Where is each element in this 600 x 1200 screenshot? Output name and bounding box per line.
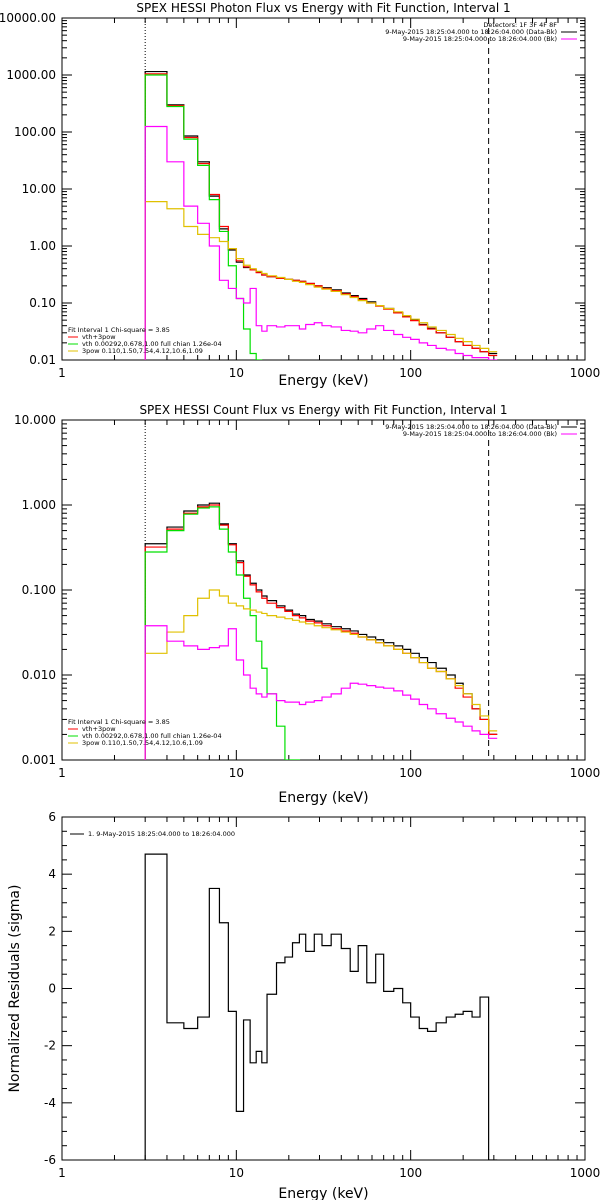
y-axis-label: Normalized Residuals (sigma) [7, 885, 23, 1093]
series-vth [144, 74, 263, 360]
y-tick-label: 0.100 [22, 583, 56, 597]
y-tick-label: 10000.00 [0, 11, 56, 25]
y-tick-label: 0.10 [29, 296, 56, 310]
series-bk [144, 625, 498, 760]
x-tick-label: 100 [399, 366, 422, 380]
y-tick-label: 0.01 [29, 353, 56, 367]
y-tick-label: -6 [44, 1153, 56, 1167]
legend-tr-entry: 9-May-2015 18:25:04.000 to 18:26:04.000 … [385, 28, 557, 36]
y-tick-label: -4 [44, 1096, 56, 1110]
x-tick-label: 1 [58, 366, 66, 380]
legend-tr-entry: 9-May-2015 18:25:04.000 to 18:26:04.000 … [403, 430, 557, 438]
y-tick-label: 0 [48, 982, 56, 996]
legend-bl-entry: vth+3pow [82, 725, 116, 733]
legend-bl-entry: vth 0.00292,0.678,1.00 full chian 1.26e-… [82, 340, 222, 348]
legend-bl-entry: 3pow 0.110,1.50,7.54,4.12,10.6,1.09 [82, 347, 203, 355]
plot-frame [61, 419, 586, 761]
chart-title: SPEX HESSI Count Flux vs Energy with Fit… [139, 403, 507, 417]
series-3pow [144, 589, 498, 760]
y-tick-label: 1000.00 [6, 68, 56, 82]
y-tick-label: 10.000 [14, 413, 56, 427]
legend-bl-entry: vth+3pow [82, 333, 116, 341]
x-tick-label: 100 [399, 766, 422, 780]
plot-frame [61, 17, 586, 361]
x-tick-label: 1000 [570, 766, 600, 780]
legend-bl-entry: vth 0.00292,0.678,1.00 full chian 1.26e-… [82, 732, 222, 740]
x-tick-label: 10 [229, 366, 244, 380]
y-tick-label: 1.00 [29, 239, 56, 253]
chart-panel-2: SPEX HESSI Count Flux vs Energy with Fit… [14, 403, 600, 806]
x-axis: 1 10 100 1000 Energy (keV) [58, 420, 600, 806]
x-axis-label: Energy (keV) [278, 790, 368, 806]
x-tick-label: 1 [58, 1166, 66, 1180]
legend-tr-entry: Detectors: 1F 3F 4F 8F [483, 21, 557, 29]
y-tick-label: -2 [44, 1039, 56, 1053]
series-data-bk [144, 502, 498, 760]
legend-bl-entry: 3pow 0.110,1.50,7.54,4.12,10.6,1.09 [82, 739, 203, 747]
y-tick-label: 10.00 [22, 182, 56, 196]
x-axis: 1 10 100 1000 Energy (keV) [58, 817, 600, 1200]
x-axis-label: Energy (keV) [278, 373, 368, 389]
y-tick-label: 2 [48, 924, 56, 938]
series-vth-3pow [144, 504, 498, 760]
series-bk [144, 125, 498, 360]
y-tick-label: 100.00 [14, 125, 56, 139]
series-residuals [144, 853, 498, 1160]
y-axis: -6 -4 -2 0 2 4 6 Normalized Residuals (sigma) [7, 810, 585, 1167]
plot-frame [61, 816, 586, 1161]
x-tick-label: 10 [229, 766, 244, 780]
legend-tl-entry: 1. 9-May-2015 18:25:04.000 to 18:26:04.0… [88, 830, 235, 838]
x-tick-label: 100 [399, 1166, 422, 1180]
x-tick-label: 10 [229, 1166, 244, 1180]
x-tick-label: 1 [58, 766, 66, 780]
x-axis: 1 10 100 1000 Energy (keV) [58, 18, 600, 389]
chart-title: SPEX HESSI Photon Flux vs Energy with Fi… [136, 1, 510, 15]
legend-tr-entry: 9-May-2015 18:25:04.000 to 18:26:04.000 … [403, 35, 557, 43]
y-tick-label: 0.010 [22, 668, 56, 682]
x-axis-label: Energy (keV) [278, 1186, 368, 1200]
chart-panel-1: SPEX HESSI Photon Flux vs Energy with Fi… [0, 1, 600, 389]
y-tick-label: 4 [48, 867, 56, 881]
x-tick-label: 1000 [570, 366, 600, 380]
x-tick-label: 1000 [570, 1166, 600, 1180]
chart-panel-3: 1 10 100 1000 Energy (keV) -6 -4 -2 0 2 4 6 Normaliz… [7, 810, 600, 1200]
legend-bl-entry: Fit Interval 1 Chi-square = 3.85 [68, 326, 170, 334]
y-axis: 0.001 0.010 0.100 1.000 10.000 [14, 413, 585, 767]
y-tick-label: 0.001 [22, 753, 56, 767]
y-axis: 0.01 0.10 1.00 10.00 100.00 1000.00 10000.00 [0, 11, 585, 367]
y-tick-label: 6 [48, 810, 56, 824]
series-3pow [144, 201, 498, 360]
y-tick-label: 1.000 [22, 498, 56, 512]
legend-tr-entry: 9-May-2015 18:25:04.000 to 18:26:04.000 … [385, 423, 557, 431]
legend-bl-entry: Fit Interval 1 Chi-square = 3.85 [68, 718, 170, 726]
